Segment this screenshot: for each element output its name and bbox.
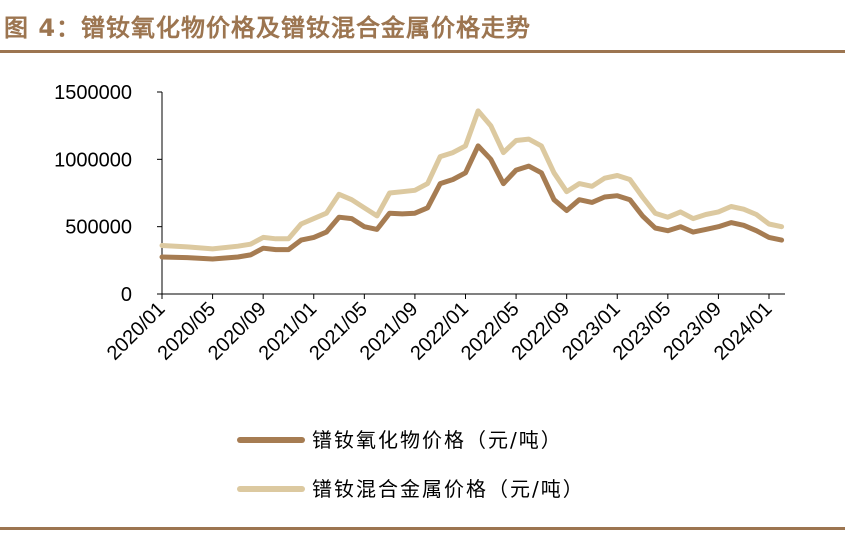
y-tick-label: 1000000 — [54, 149, 132, 171]
legend-oxide-label: 镨钕氧化物价格（元/吨） — [312, 428, 563, 452]
chart-axes: 0500000100000015000002020/012020/052020/… — [54, 82, 785, 365]
chart-legend: 镨钕氧化物价格（元/吨） 镨钕混合金属价格（元/吨） — [237, 428, 585, 501]
bottom-rule — [0, 527, 845, 530]
legend-metal-label: 镨钕混合金属价格（元/吨） — [312, 477, 585, 501]
figure-title: 图 4：镨钕氧化物价格及镨钕混合金属价格走势 — [4, 14, 532, 42]
y-tick-label: 1500000 — [54, 82, 132, 104]
y-tick-label: 500000 — [65, 217, 132, 239]
top-rule — [0, 50, 845, 53]
y-tick-label: 0 — [121, 284, 132, 306]
series-layer — [159, 108, 785, 262]
